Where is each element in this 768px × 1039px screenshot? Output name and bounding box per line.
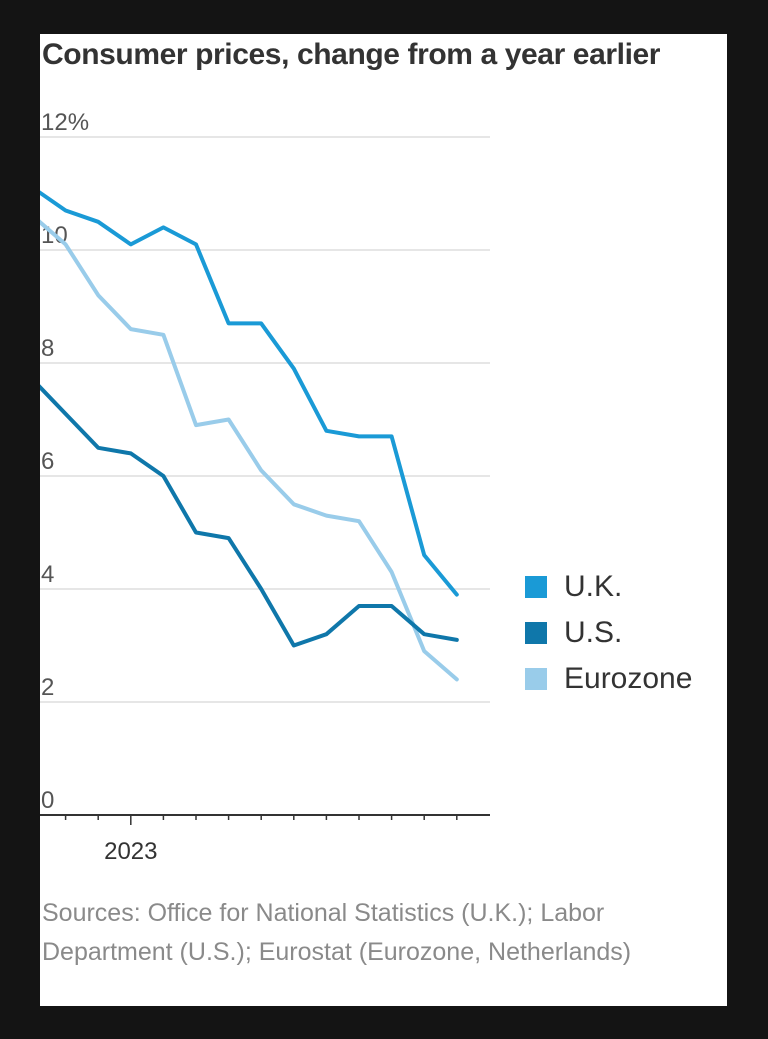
legend-label-eurozone: Eurozone (564, 662, 693, 695)
y-tick-label: 6 (41, 448, 54, 475)
series-line-eurozone (40, 219, 459, 682)
legend-item-uk: U.K. (525, 564, 692, 610)
y-tick-label: 12% (41, 109, 89, 136)
legend-label-uk: U.K. (564, 570, 623, 603)
chart-card: Consumer prices, change from a year earl… (40, 34, 727, 1006)
legend-item-us: U.S. (525, 610, 692, 656)
source-note: Sources: Office for National Statistics … (42, 899, 632, 966)
legend-swatch-uk (525, 576, 547, 598)
series-line-uk (40, 190, 459, 597)
chart-title: Consumer prices, change from a year earl… (42, 38, 661, 71)
y-tick-label: 0 (41, 787, 54, 814)
y-tick-label: 8 (41, 335, 54, 362)
x-tick-label: 2023 (104, 838, 157, 865)
legend-swatch-us (525, 622, 547, 644)
legend-swatch-eurozone (525, 668, 547, 690)
legend-item-eurozone: Eurozone (525, 656, 692, 702)
legend-label-us: U.S. (564, 616, 623, 649)
y-tick-label: 4 (41, 561, 54, 588)
series-line-us (40, 384, 459, 648)
legend: U.K. U.S. Eurozone (525, 564, 692, 702)
y-tick-label: 2 (41, 674, 54, 701)
